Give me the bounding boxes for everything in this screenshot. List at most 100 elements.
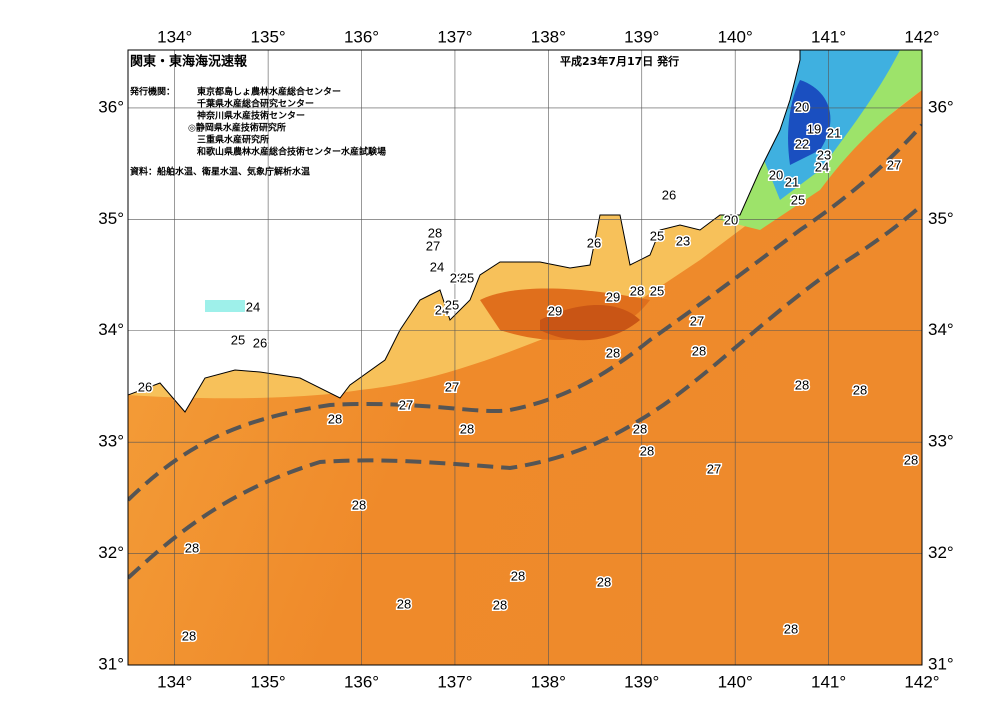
lon-label: 135° bbox=[251, 672, 286, 691]
contour-label: 25 bbox=[650, 228, 664, 243]
contour-label: 28 bbox=[511, 568, 525, 583]
contour-label: 29 bbox=[548, 303, 562, 318]
contour-label: 20 bbox=[724, 212, 738, 227]
lon-label: 139° bbox=[624, 672, 659, 691]
contour-label: 27 bbox=[690, 313, 704, 328]
lon-label: 142° bbox=[904, 672, 939, 691]
contour-label: 27 bbox=[399, 397, 413, 412]
lat-label: 31° bbox=[98, 654, 124, 673]
lon-label: 141° bbox=[811, 27, 846, 46]
date: 平成23年7月17日 発行 bbox=[560, 54, 679, 68]
contour-label: 20 bbox=[795, 99, 809, 114]
kuroshio-outer bbox=[128, 203, 922, 580]
lat-label: 31° bbox=[928, 654, 954, 673]
contour-label: 21 bbox=[785, 174, 799, 189]
contour-label: 28 bbox=[597, 574, 611, 589]
lon-label: 136° bbox=[344, 672, 379, 691]
contour-label: 22 bbox=[795, 136, 809, 151]
lon-label: 137° bbox=[437, 27, 472, 46]
contour-label: 23 bbox=[676, 233, 690, 248]
contour-label: 28 bbox=[692, 343, 706, 358]
contour-label: 28 bbox=[633, 421, 647, 436]
lon-label: 136° bbox=[344, 27, 379, 46]
contour-label: 25 bbox=[791, 192, 805, 207]
issuer: 三重県水産研究所 bbox=[197, 134, 269, 146]
warm-core bbox=[540, 305, 640, 341]
lon-label: 142° bbox=[904, 27, 939, 46]
contour-label: 28 bbox=[397, 596, 411, 611]
lat-label: 36° bbox=[98, 97, 124, 116]
issuer: 千葉県水産総合研究センター bbox=[197, 98, 314, 110]
contour-label: 26 bbox=[587, 235, 601, 250]
lon-label: 138° bbox=[531, 672, 566, 691]
contour-label: 28 bbox=[428, 225, 442, 240]
contour-label: 27 bbox=[887, 157, 901, 172]
lon-label: 138° bbox=[531, 27, 566, 46]
contour-label: 28 bbox=[795, 377, 809, 392]
contour-label: 28 bbox=[328, 411, 342, 426]
contour-label: 28 bbox=[606, 345, 620, 360]
lat-label: 32° bbox=[928, 543, 954, 562]
contour-label: 28 bbox=[460, 421, 474, 436]
cold-core bbox=[788, 80, 831, 165]
bay-water bbox=[205, 300, 245, 312]
contour-label: 20 bbox=[769, 167, 783, 182]
lat-label: 32° bbox=[98, 543, 124, 562]
lon-label: 135° bbox=[251, 27, 286, 46]
issuer: ◎静岡県水産技術研究所 bbox=[188, 122, 286, 134]
source: 資料：船舶水温、衛星水温、気象庁解析水温 bbox=[130, 166, 310, 178]
contour-label: 28 bbox=[640, 443, 654, 458]
contour-label: 25 bbox=[650, 283, 664, 298]
lat-label: 33° bbox=[98, 432, 124, 451]
contour-label: 28 bbox=[784, 621, 798, 636]
contour-label: 28 bbox=[904, 452, 918, 467]
lon-label: 134° bbox=[157, 27, 192, 46]
lat-label: 34° bbox=[98, 320, 124, 339]
lon-label: 137° bbox=[437, 672, 472, 691]
lon-label: 139° bbox=[624, 27, 659, 46]
contour-label: 26 bbox=[253, 335, 267, 350]
contour-label: 21 bbox=[827, 125, 841, 140]
contour-label: 27 bbox=[445, 379, 459, 394]
contour-label: 27 bbox=[707, 461, 721, 476]
land bbox=[128, 50, 801, 413]
contour-label: 25 bbox=[231, 332, 245, 347]
kuroshio-inner bbox=[128, 123, 922, 502]
contour-label: 26 bbox=[662, 187, 676, 202]
contour-label: 26 bbox=[138, 379, 152, 394]
lon-label: 140° bbox=[718, 672, 753, 691]
issuer: 東京都島しょ農林水産総合センター bbox=[197, 86, 341, 98]
lat-label: 36° bbox=[928, 97, 954, 116]
contour-label: 24 bbox=[435, 302, 449, 317]
issuer: 神奈川県水産技術センター bbox=[197, 110, 305, 122]
lat-label: 35° bbox=[98, 209, 124, 228]
frame bbox=[127, 49, 923, 666]
contour-label: 25 bbox=[460, 270, 474, 285]
lon-label: 140° bbox=[718, 27, 753, 46]
issuer: 和歌山県農林水産総合技術センター水産試験場 bbox=[196, 146, 386, 158]
contour-label: 23 bbox=[450, 270, 464, 285]
contour-label: 27 bbox=[426, 238, 440, 253]
contour-label: 25 bbox=[445, 297, 459, 312]
contour-label: 28 bbox=[853, 382, 867, 397]
contour-label: 28 bbox=[352, 497, 366, 512]
lat-label: 34° bbox=[928, 320, 954, 339]
contour-label: 24 bbox=[246, 299, 260, 314]
contour-label: 28 bbox=[493, 597, 507, 612]
lat-label: 33° bbox=[928, 432, 954, 451]
issuer-label: 発行機関： bbox=[129, 86, 175, 98]
contour-label: 29 bbox=[606, 289, 620, 304]
contour-label: 24 bbox=[430, 259, 444, 274]
contour-label: 28 bbox=[185, 540, 199, 555]
contour-label: 28 bbox=[182, 628, 196, 643]
contour-label: 24 bbox=[815, 159, 829, 174]
lon-label: 134° bbox=[157, 672, 192, 691]
lat-label: 35° bbox=[928, 209, 954, 228]
contour-label: 23 bbox=[817, 147, 831, 162]
lon-label: 141° bbox=[811, 672, 846, 691]
title: 関東・東海海況速報 bbox=[130, 54, 248, 70]
contour-label: 19 bbox=[807, 121, 821, 136]
contour-label: 28 bbox=[630, 283, 644, 298]
